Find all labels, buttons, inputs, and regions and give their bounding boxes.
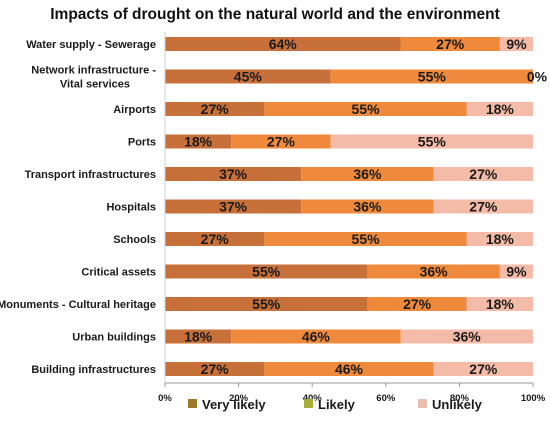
data-label: 36% <box>420 264 449 280</box>
legend-label: Unlikely <box>432 397 483 412</box>
bar-unlikely <box>499 37 533 51</box>
bar-likely <box>231 134 331 149</box>
bar-unlikely <box>499 264 533 279</box>
category-label-line: Vital services <box>60 79 130 91</box>
data-label: 37% <box>219 166 248 182</box>
data-label: 46% <box>335 361 364 377</box>
category-label: Network infrastructure - Vital services <box>31 65 156 91</box>
bar-likely <box>264 362 434 376</box>
data-label: 0% <box>527 69 548 85</box>
data-label: 55% <box>352 101 381 117</box>
bar-unlikely <box>433 167 533 181</box>
legend-swatch <box>304 399 313 408</box>
bar-unlikely <box>433 362 533 376</box>
legend-swatch <box>188 399 197 408</box>
x-tick-label: 40% <box>303 393 323 404</box>
data-label: 27% <box>201 231 230 247</box>
bar-very-likely <box>165 102 265 116</box>
category-label: Urban buildings <box>72 332 156 344</box>
category-label: Transport infrastructures <box>25 169 156 181</box>
data-label: 27% <box>403 296 432 312</box>
x-axis: 0% 20% 40% 60% 80% 100% <box>158 32 546 404</box>
category-label: Schools <box>113 234 156 246</box>
category-label: Airports <box>113 104 156 116</box>
legend-swatch <box>418 399 427 408</box>
data-label: 27% <box>201 361 230 377</box>
bar-unlikely <box>466 297 533 311</box>
data-label: 55% <box>418 134 447 150</box>
data-label: 27% <box>469 166 498 182</box>
category-label: Ports <box>128 137 156 149</box>
x-tick-label: 60% <box>376 393 396 404</box>
data-label: 27% <box>436 36 465 52</box>
data-label: 36% <box>353 199 382 215</box>
category-label: Building infrastructures <box>31 364 156 376</box>
bar-likely <box>301 167 434 181</box>
category-label: Monuments - Cultural heritage <box>0 299 156 311</box>
x-tick-label: 100% <box>521 393 546 404</box>
bar-very-likely <box>165 362 265 376</box>
bar-likely <box>231 329 401 344</box>
legend-label: Likely <box>318 397 356 412</box>
data-label: 27% <box>201 101 230 117</box>
legend: Very likely Likely Unlikely <box>188 397 483 412</box>
data-label: 37% <box>219 199 248 215</box>
x-tick-label: 80% <box>450 393 470 404</box>
data-label: 27% <box>469 361 498 377</box>
bar-unlikely <box>466 102 533 116</box>
bar-very-likely <box>165 297 368 311</box>
category-label-line: Network infrastructure - <box>31 65 156 77</box>
data-label: 18% <box>184 329 213 345</box>
bar-very-likely <box>165 69 331 84</box>
bar-very-likely <box>165 264 368 279</box>
chart-title: Impacts of drought on the natural world … <box>50 6 500 23</box>
bar-very-likely <box>165 167 302 181</box>
data-label: 18% <box>486 101 515 117</box>
bar-very-likely <box>165 329 232 344</box>
legend-label: Very likely <box>202 397 266 412</box>
bar-likely <box>301 199 434 214</box>
data-label: 9% <box>506 36 527 52</box>
data-label: 27% <box>469 199 498 215</box>
data-label: 55% <box>252 296 281 312</box>
data-label: 55% <box>352 231 381 247</box>
bar-unlikely <box>400 329 533 344</box>
data-label: 36% <box>453 329 482 345</box>
category-label: Hospitals <box>106 202 156 214</box>
data-label: 46% <box>302 329 331 345</box>
data-label: 18% <box>184 134 213 150</box>
data-label: 36% <box>353 166 382 182</box>
data-label: 55% <box>418 69 447 85</box>
data-label: 9% <box>506 264 527 280</box>
data-label: 18% <box>486 231 515 247</box>
category-label: Critical assets <box>81 267 156 279</box>
bar-very-likely <box>165 232 265 246</box>
bar-likely <box>367 297 467 311</box>
data-label: 27% <box>267 134 296 150</box>
bar-likely <box>264 232 467 246</box>
x-tick-label: 0% <box>158 393 172 404</box>
bar-likely <box>367 264 500 279</box>
bar-unlikely <box>433 199 533 214</box>
bar-very-likely <box>165 134 232 149</box>
data-label: 18% <box>486 296 515 312</box>
bar-unlikely <box>330 134 533 149</box>
data-label: 55% <box>252 264 281 280</box>
bar-very-likely <box>165 199 302 214</box>
bar-unlikely <box>466 232 533 246</box>
bar-very-likely <box>165 37 401 51</box>
bar-likely <box>264 102 467 116</box>
x-tick-label: 20% <box>229 393 249 404</box>
category-label: Water supply - Sewerage <box>26 39 156 51</box>
bars-group: Water supply - Sewerage 64% 27% 9% Network i… <box>0 36 548 377</box>
data-label: 45% <box>234 69 263 85</box>
bar-likely <box>330 69 533 84</box>
bar-likely <box>400 37 500 51</box>
data-label: 64% <box>269 36 298 52</box>
